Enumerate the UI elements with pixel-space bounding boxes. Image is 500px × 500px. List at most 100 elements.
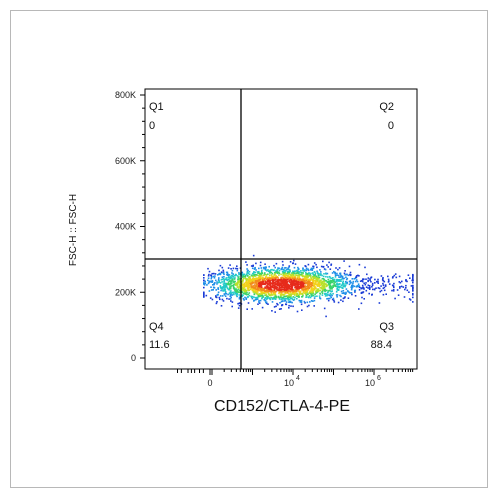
event-dot — [230, 274, 233, 277]
event-dot — [306, 281, 309, 283]
event-dot — [412, 281, 414, 284]
x-tick-label: 10 — [365, 378, 375, 388]
event-dot — [258, 301, 260, 303]
event-dot — [258, 276, 260, 279]
event-dot — [398, 275, 401, 278]
event-dot — [378, 287, 381, 290]
event-dot — [301, 293, 304, 296]
event-dot — [295, 286, 297, 288]
event-dot — [281, 298, 283, 300]
event-dot — [342, 292, 345, 295]
event-dot — [213, 282, 216, 285]
event-dot — [346, 277, 349, 280]
event-dot — [343, 282, 345, 285]
event-dot — [224, 278, 226, 281]
event-dot — [266, 277, 269, 280]
event-dot — [331, 294, 333, 297]
event-dot — [374, 278, 376, 281]
event-dot — [305, 293, 307, 295]
event-dot — [260, 281, 262, 283]
event-dot — [318, 295, 321, 297]
event-dot — [312, 281, 314, 283]
event-dot — [290, 288, 293, 290]
event-dot — [255, 273, 257, 276]
event-dot — [282, 296, 285, 299]
event-dot — [276, 289, 278, 291]
event-dot — [320, 279, 322, 282]
x-axis-title: CD152/CTLA-4-PE — [214, 398, 350, 415]
event-dot — [330, 280, 333, 282]
event-dot — [285, 267, 287, 269]
event-dot — [344, 296, 346, 298]
event-dot — [239, 285, 241, 287]
event-dot — [219, 298, 221, 301]
event-dot — [362, 278, 364, 280]
event-dot — [412, 273, 414, 276]
event-dot — [292, 305, 294, 308]
event-dot — [355, 286, 358, 288]
event-dot — [273, 278, 276, 280]
event-dot — [306, 272, 308, 275]
event-dot — [248, 294, 251, 297]
event-dot — [239, 281, 241, 283]
event-dot — [219, 286, 222, 288]
event-dot — [259, 299, 262, 302]
event-dot — [364, 266, 366, 269]
event-dot — [303, 278, 306, 280]
event-dot — [262, 296, 264, 298]
event-dot — [224, 282, 227, 285]
event-dot — [310, 277, 313, 280]
event-dot — [223, 283, 226, 285]
event-dot — [304, 282, 306, 285]
event-dot — [326, 272, 329, 275]
event-dot — [235, 289, 238, 292]
event-dot — [305, 279, 308, 282]
event-dot — [382, 287, 385, 290]
event-dot — [311, 269, 314, 271]
event-dot — [276, 270, 278, 272]
event-dot — [281, 270, 284, 273]
event-dot — [403, 296, 406, 298]
quadrant-gate[interactable] — [145, 89, 417, 369]
event-dot — [271, 298, 274, 300]
event-dot — [222, 269, 225, 272]
event-dot — [253, 296, 255, 298]
event-dot — [315, 275, 318, 278]
event-dot — [307, 287, 309, 289]
event-dot — [264, 297, 266, 300]
event-dot — [287, 278, 289, 281]
event-dot — [314, 272, 317, 275]
event-dot — [228, 274, 231, 276]
event-dot — [233, 293, 235, 296]
event-dot — [241, 282, 243, 285]
event-dot — [341, 275, 344, 278]
event-dot — [314, 276, 316, 278]
event-dot — [280, 308, 282, 310]
event-dot — [272, 292, 275, 295]
event-dot — [245, 273, 248, 275]
event-dot — [337, 286, 339, 288]
event-dot — [339, 286, 342, 288]
event-dot — [345, 276, 347, 279]
event-dot — [351, 287, 353, 289]
event-dot — [227, 283, 229, 286]
event-dot — [287, 292, 290, 295]
event-dot — [246, 264, 248, 266]
event-dot — [234, 290, 237, 292]
event-dot — [301, 292, 304, 295]
event-dot — [309, 290, 312, 292]
event-dot — [229, 292, 232, 295]
event-dot — [304, 286, 306, 288]
event-dot — [293, 271, 295, 273]
event-dot — [335, 285, 338, 288]
event-dot — [246, 278, 248, 280]
event-dot — [297, 279, 300, 281]
event-dot — [362, 291, 365, 293]
event-dot — [296, 271, 299, 274]
event-dot — [309, 286, 311, 288]
event-dot — [288, 271, 291, 274]
event-dot — [306, 291, 309, 293]
event-dot — [264, 299, 267, 302]
event-dot — [316, 280, 318, 283]
event-dot — [344, 284, 347, 287]
